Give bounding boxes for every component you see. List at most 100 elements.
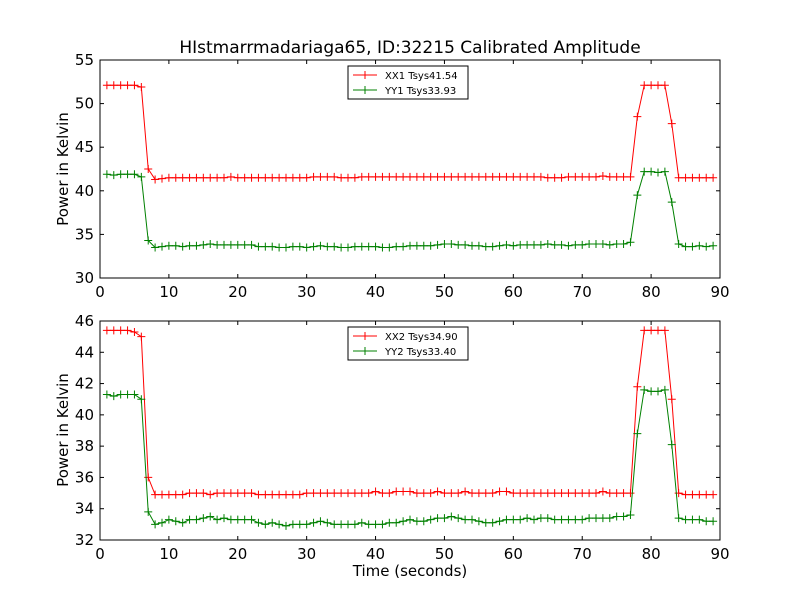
top-series-0-point (481, 172, 490, 181)
top-series-1-point (667, 198, 676, 207)
top-series-0-point (102, 81, 111, 90)
top-series-1-point (109, 171, 118, 180)
bottom-legend-marker-0 (361, 332, 369, 340)
top-xtick-label: 10 (159, 283, 178, 301)
bottom-series-1-point (585, 514, 594, 523)
bottom-series-1-point (261, 520, 270, 529)
bottom-series-0-point (433, 487, 442, 496)
top-series-1-point (151, 243, 160, 252)
bottom-ytick-label: 32 (75, 531, 94, 549)
bottom-series-0-point (426, 489, 435, 498)
top-ytick-label: 35 (75, 225, 94, 243)
top-series-0-point (426, 172, 435, 181)
top-series-1-point (275, 243, 284, 252)
top-series-0-point (261, 173, 270, 182)
bottom-series-1-point (674, 514, 683, 523)
top-series-0-point (206, 173, 215, 182)
top-series-0-point (598, 171, 607, 180)
top-series-1-point (488, 242, 497, 251)
bottom-series-0-point (130, 327, 139, 336)
bottom-series-0-point (399, 487, 408, 496)
top-xtick-label: 80 (642, 283, 661, 301)
top-series-0-point (247, 173, 256, 182)
top-series-1-point (605, 240, 614, 249)
bottom-series-1-point (151, 520, 160, 529)
bottom-series-0-point (619, 489, 628, 498)
bottom-legend-label-0: XX2 Tsys34.90 (385, 332, 458, 343)
top-ytick-label: 50 (75, 95, 94, 113)
bottom-series-0-point (660, 326, 669, 335)
top-series-0-point (268, 173, 277, 182)
top-series-0-point (702, 173, 711, 182)
top-series-1-point (433, 240, 442, 249)
chart-title: HIstmarrmadariaga65, ID:32215 Calibrated… (179, 38, 640, 58)
bottom-series-1-point (199, 514, 208, 523)
bottom-series-0-point (330, 489, 339, 498)
bottom-series-1-point (206, 512, 215, 521)
bottom-series-0-point (357, 489, 366, 498)
bottom-series-1-point (633, 429, 642, 438)
bottom-series-0-point (640, 326, 649, 335)
bottom-series-1-point (619, 512, 628, 521)
top-series-0-point (171, 173, 180, 182)
bottom-series-1-point (399, 517, 408, 526)
top-series-0-point (571, 172, 580, 181)
bottom-series-0-point (530, 489, 538, 498)
top-series-1-point (344, 243, 352, 252)
bottom-series-1-point (564, 515, 573, 524)
bottom-xtick-label: 70 (573, 545, 592, 563)
bottom-series-1-point (454, 514, 463, 523)
bottom-series-1-point (412, 517, 421, 526)
bottom-series-1-point (254, 518, 263, 527)
top-xtick-label: 40 (366, 283, 385, 301)
top-series-1-point (592, 239, 600, 248)
top-series-1-point (550, 240, 559, 249)
bottom-xtick-label: 0 (95, 545, 105, 563)
bottom-series-1-point (130, 390, 139, 399)
bottom-series-0-point (288, 490, 297, 499)
top-series-1-point (378, 243, 387, 252)
top-series-1-point (564, 241, 573, 250)
top-series-0-point (309, 172, 318, 181)
top-series-1-point (406, 241, 414, 250)
bottom-series-1-point (626, 510, 635, 519)
top-xtick-label: 70 (573, 283, 592, 301)
top-series-1-point (633, 191, 642, 200)
top-series-0-point (543, 173, 552, 182)
bottom-series-1-point (378, 520, 387, 529)
bottom-panel: 0 10 20 30 40 50 60 70 80 90 32 34 36 38 40 42 44 46 XX2 T… (75, 312, 730, 563)
top-series-0-point (282, 173, 290, 182)
top-series-0-point (447, 172, 456, 181)
top-series-0-point (130, 81, 139, 90)
top-legend-label-1: YY1 Tsys33.93 (384, 86, 456, 97)
top-xtick-label: 90 (710, 283, 729, 301)
bottom-series-0-point (323, 489, 332, 498)
top-series-0-point (330, 172, 339, 181)
bottom-ytick-label: 40 (75, 406, 94, 424)
bottom-series-1-point (709, 517, 718, 526)
bottom-series-1-point (116, 390, 125, 399)
bottom-series-0-point (247, 489, 256, 498)
top-series-1-point (206, 239, 215, 248)
bottom-series-0-point (440, 489, 449, 498)
bottom-series-1-point (302, 520, 311, 529)
bottom-series-1-point (233, 515, 242, 524)
top-series-0-point (350, 173, 359, 182)
top-series-1-point (240, 240, 249, 249)
bottom-series-1-point (123, 390, 132, 399)
bottom-series-1-point (667, 440, 676, 449)
top-series-1-point (144, 236, 153, 245)
top-series-1-point (137, 172, 146, 181)
bottom-legend-label-1: YY2 Tsys33.40 (384, 347, 456, 358)
bottom-series-0-point (261, 490, 270, 499)
bottom-series-1-point (495, 517, 504, 526)
top-series-1-point (709, 241, 718, 250)
bottom-series-1-point (578, 515, 587, 524)
top-series-0-point (502, 172, 511, 181)
top-series-1-point (674, 239, 683, 248)
top-series-1-point (695, 241, 704, 250)
top-series-1-point (502, 240, 511, 249)
top-series-1-point (185, 241, 194, 250)
bottom-series-0-point (302, 489, 311, 498)
